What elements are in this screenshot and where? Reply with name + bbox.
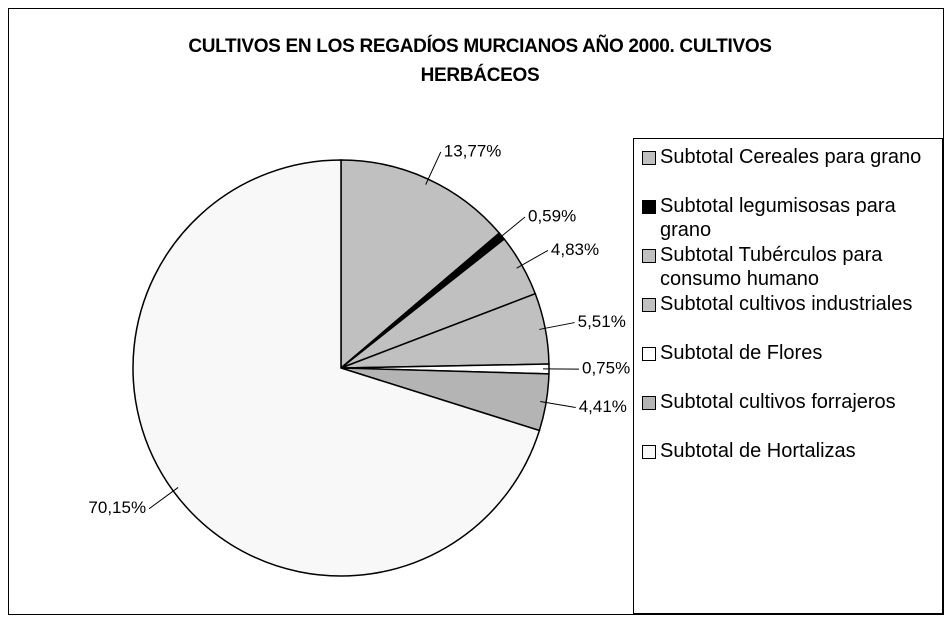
- data-label: 0,75%: [582, 359, 630, 378]
- legend-item: Subtotal cultivos industriales: [642, 292, 942, 341]
- data-label: 4,41%: [579, 397, 627, 416]
- legend-swatch: [642, 396, 656, 410]
- data-label: 5,51%: [578, 312, 626, 331]
- leader-line: [148, 487, 179, 510]
- legend-item: Subtotal legumisosas para grano: [642, 194, 942, 243]
- leader-line: [496, 216, 526, 241]
- data-label: 70,15%: [88, 498, 146, 517]
- legend-item: Subtotal cultivos forrajeros: [642, 390, 942, 439]
- leader-line: [516, 249, 549, 269]
- legend-swatch: [642, 298, 656, 312]
- legend-label: Subtotal cultivos industriales: [660, 293, 913, 315]
- legend-swatch: [642, 445, 656, 459]
- legend-swatch: [642, 347, 656, 361]
- chart-title: CULTIVOS EN LOS REGADÍOS MURCIANOS AÑO 2…: [188, 36, 772, 86]
- legend: Subtotal Cereales para grano Subtotal leg…: [633, 138, 943, 614]
- legend-label: Subtotal legumisosas para grano: [660, 195, 896, 241]
- legend-swatch: [642, 200, 656, 214]
- legend-swatch: [642, 151, 656, 165]
- legend-swatch: [642, 249, 656, 263]
- legend-label: Subtotal Cereales para grano: [660, 146, 922, 168]
- leader-line: [539, 322, 575, 330]
- legend-label: Subtotal de Flores: [660, 342, 823, 364]
- leader-line: [425, 151, 442, 185]
- legend-item: Subtotal Cereales para grano: [642, 145, 942, 194]
- legend-item: Subtotal de Hortalizas: [642, 439, 942, 488]
- data-label: 13,77%: [444, 141, 502, 160]
- legend-label: Subtotal de Hortalizas: [660, 440, 856, 462]
- legend-label: Subtotal Tubérculos para consumo humano: [660, 244, 883, 290]
- data-label: 0,59%: [528, 207, 576, 226]
- data-label: 4,83%: [551, 240, 599, 259]
- legend-item: Subtotal Tubérculos para consumo humano: [642, 243, 942, 292]
- legend-item: Subtotal de Flores: [642, 341, 942, 390]
- chart-frame: [8, 8, 944, 615]
- legend-label: Subtotal cultivos forrajeros: [660, 391, 896, 413]
- leader-line: [540, 401, 576, 408]
